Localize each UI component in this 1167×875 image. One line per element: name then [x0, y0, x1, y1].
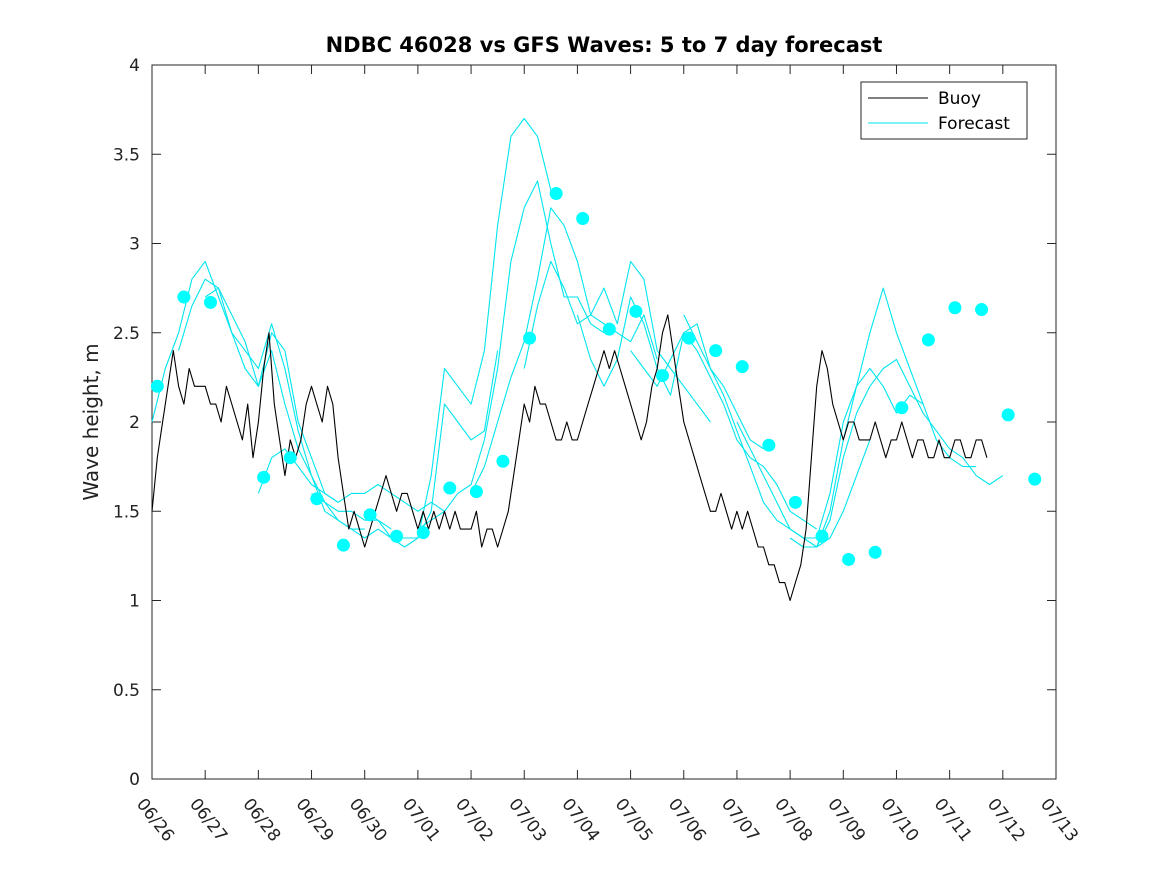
forecast-marker: [629, 304, 643, 318]
forecast-marker: [842, 552, 856, 566]
forecast-marker: [443, 481, 457, 495]
forecast-marker: [868, 545, 882, 559]
y-tick-label: 1.5: [113, 502, 140, 522]
forecast-marker: [655, 369, 669, 383]
forecast-marker: [921, 333, 935, 347]
y-axis-label: Wave height, m: [79, 343, 103, 500]
forecast-marker: [363, 508, 377, 522]
forecast-series-line: [816, 358, 1004, 548]
forecast-marker: [895, 401, 909, 415]
forecast-marker: [602, 322, 616, 336]
buoy-series-line: [151, 314, 988, 602]
forecast-marker: [469, 485, 483, 499]
forecast-series-line: [311, 350, 499, 539]
forecast-marker: [177, 290, 191, 304]
forecast-marker: [762, 438, 776, 452]
forecast-marker: [948, 301, 962, 315]
forecast-series-line: [470, 207, 658, 494]
forecast-marker: [1028, 472, 1042, 486]
forecast-marker: [496, 454, 510, 468]
y-tick-label: 3: [129, 235, 140, 255]
legend-buoy-label: Buoy: [938, 89, 981, 109]
y-tick-label: 0: [129, 770, 140, 790]
forecast-marker: [709, 344, 723, 358]
forecast-marker: [549, 187, 563, 201]
y-tick-label: 2.5: [113, 324, 140, 344]
forecast-marker: [416, 526, 430, 540]
forecast-series-line: [736, 287, 924, 539]
forecast-series-line: [683, 314, 871, 548]
forecast-markers: [150, 187, 1042, 566]
forecast-series-line: [523, 260, 711, 423]
forecast-series-line: [417, 180, 605, 530]
forecast-marker: [310, 492, 324, 506]
y-tick-label: 0.5: [113, 681, 140, 701]
forecast-marker: [257, 470, 271, 484]
forecast-marker: [815, 529, 829, 543]
forecast-marker: [203, 295, 217, 309]
y-ticks: 0 0.5 1 1.5 2 2.5 3 3.5 4: [113, 56, 1056, 790]
forecast-marker: [150, 379, 164, 393]
forecast-marker: [336, 538, 350, 552]
forecast-marker: [682, 331, 696, 345]
legend-box: [860, 81, 1028, 140]
y-tick-label: 3.5: [113, 145, 140, 165]
legend: Buoy Forecast: [860, 81, 1028, 140]
forecast-marker: [283, 451, 297, 465]
y-tick-label: 4: [129, 56, 140, 76]
buoy-line: [151, 314, 988, 602]
forecast-marker: [1001, 408, 1015, 422]
forecast-series-line: [576, 296, 764, 450]
forecast-marker: [576, 212, 590, 226]
forecast-series-line: [151, 260, 339, 503]
legend-forecast-label: Forecast: [938, 114, 1010, 134]
forecast-marker: [975, 303, 989, 317]
forecast-marker: [788, 495, 802, 509]
y-tick-label: 2: [129, 413, 140, 433]
forecast-series-line: [178, 278, 365, 530]
y-tick-label: 1: [129, 592, 140, 612]
forecast-marker: [523, 331, 537, 345]
forecast-marker: [735, 360, 749, 374]
chart-title: NDBC 46028 vs GFS Waves: 5 to 7 day fore…: [326, 33, 883, 57]
forecast-marker: [390, 529, 404, 543]
